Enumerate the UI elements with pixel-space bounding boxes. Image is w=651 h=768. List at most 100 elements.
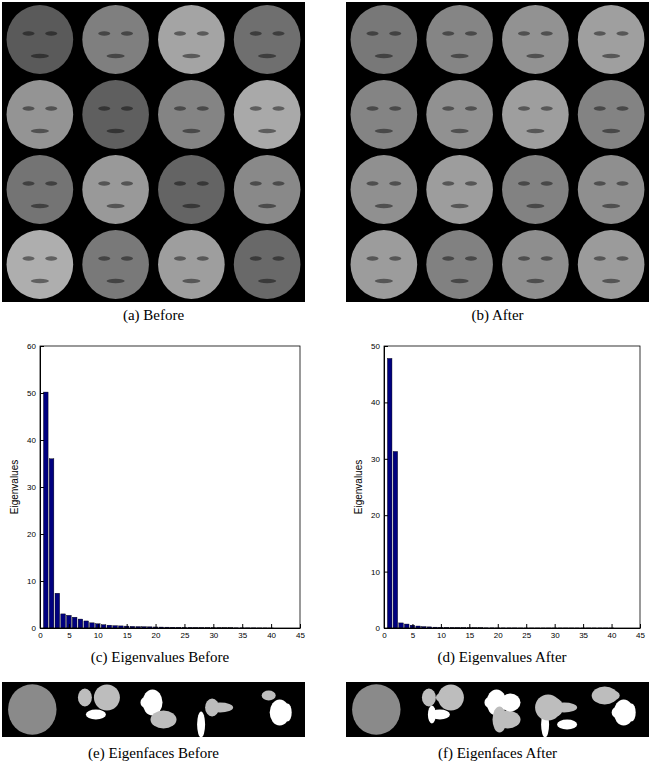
face-feature [258, 54, 276, 59]
face-feature [22, 181, 34, 186]
tick: 10 [27, 577, 44, 586]
eigenface-blob [151, 711, 177, 729]
eigenface-blob [205, 699, 219, 717]
bar [399, 623, 404, 628]
face-image [82, 155, 149, 224]
face-image [426, 80, 493, 149]
tick-label: 45 [296, 631, 305, 640]
face-feature [602, 129, 620, 134]
tick-mark [469, 624, 470, 628]
face-image [82, 80, 149, 149]
face-feature [526, 54, 544, 59]
face-feature [31, 54, 49, 59]
face-feature [616, 181, 628, 186]
face-feature [107, 204, 125, 209]
bar-chart: 0102030405060051015202530354045Eigenvalu… [9, 342, 305, 666]
tick-label: 50 [371, 342, 380, 351]
face-image [234, 80, 301, 149]
face-image [158, 155, 225, 224]
caption: (a) Before [123, 307, 185, 324]
tick: 20 [371, 511, 388, 520]
tick: 35 [238, 624, 247, 640]
face-feature [518, 106, 530, 111]
tick-mark [40, 393, 44, 394]
face-feature [174, 181, 186, 186]
bar [95, 624, 100, 628]
face-feature [442, 256, 454, 261]
face-feature [258, 204, 276, 209]
plot-frame [384, 346, 640, 628]
image-background [2, 682, 305, 737]
face-image [158, 5, 225, 74]
tick-mark [612, 624, 613, 628]
tick-label: 25 [180, 631, 189, 640]
face-feature [602, 54, 620, 59]
image-background [2, 2, 305, 302]
eigenface-blob [557, 720, 577, 730]
tick-mark [69, 624, 70, 628]
eigenface-blob [501, 694, 521, 712]
tick-label: 10 [27, 577, 36, 586]
face-feature [272, 31, 284, 36]
face-feature [541, 256, 553, 261]
tick-label: 30 [551, 631, 560, 640]
bar [404, 624, 409, 628]
face-feature [465, 256, 477, 261]
face-feature [250, 181, 262, 186]
tick: 5 [411, 624, 416, 640]
face-feature [272, 181, 284, 186]
face-feature [174, 256, 186, 261]
tick-mark [40, 581, 44, 582]
face-feature [197, 106, 209, 111]
image-background [346, 2, 649, 302]
tick-label: 35 [238, 631, 247, 640]
tick: 30 [371, 455, 388, 464]
eigenface-blob [485, 698, 493, 708]
tick: 15 [123, 624, 132, 640]
face-feature [451, 204, 469, 209]
face-feature [616, 31, 628, 36]
tick-label: 45 [636, 631, 645, 640]
tick: 40 [608, 624, 617, 640]
bar [101, 625, 106, 628]
face-feature [272, 256, 284, 261]
face-feature [389, 181, 401, 186]
caption: (d) Eigenvalues After [437, 649, 566, 666]
tick: 25 [180, 624, 189, 640]
face-feature [442, 106, 454, 111]
face-image [578, 230, 645, 299]
tick: 0 [38, 624, 43, 640]
plot-frame [40, 346, 300, 628]
face-feature [465, 181, 477, 186]
face-feature [31, 129, 49, 134]
bar [61, 614, 66, 628]
tick-label: 20 [371, 511, 380, 520]
tick-mark [412, 624, 413, 628]
tick: 30 [209, 624, 218, 640]
face-image [82, 230, 149, 299]
eigenface-blob [141, 698, 149, 708]
face-image [578, 155, 645, 224]
x-axis: 051015202530354045 [382, 624, 645, 640]
y-axis: 0102030405060 [27, 342, 44, 633]
tick-mark [40, 440, 44, 441]
face-image [502, 80, 569, 149]
caption: (e) Eigenfaces Before [88, 745, 219, 762]
face-feature [518, 31, 530, 36]
tick-mark [242, 624, 243, 628]
image-panel [2, 682, 305, 738]
face-feature [526, 129, 544, 134]
bar [90, 623, 95, 628]
eigenface [262, 691, 292, 726]
face-feature [250, 106, 262, 111]
face-feature [389, 256, 401, 261]
tick-mark [441, 624, 442, 628]
eigenface [535, 695, 577, 738]
face-feature [182, 279, 200, 284]
tick-label: 30 [209, 631, 218, 640]
tick-mark [384, 402, 388, 403]
tick-label: 30 [371, 455, 380, 464]
tick-label: 40 [371, 398, 380, 407]
face-image [502, 5, 569, 74]
tick: 45 [296, 624, 305, 640]
